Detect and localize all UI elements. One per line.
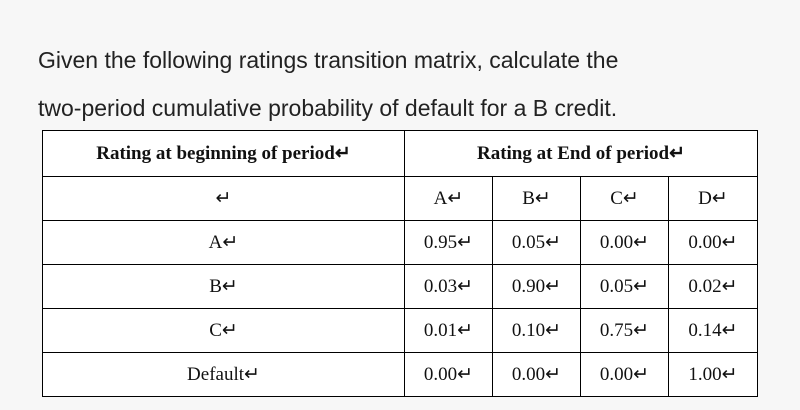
probability-cell: 0.05↵: [580, 264, 669, 309]
probability-cell: 0.00↵: [492, 352, 581, 397]
probability-cell: 0.00↵: [580, 352, 669, 397]
row-label: Default↵: [42, 352, 405, 397]
question: Given the following ratings transition m…: [38, 36, 618, 132]
probability-cell: 0.01↵: [404, 308, 493, 353]
probability-cell: 0.02↵: [668, 264, 758, 309]
column-header: D↵: [668, 176, 758, 221]
column-header: ↵: [42, 176, 405, 221]
table-row: C↵ 0.01↵ 0.10↵ 0.75↵ 0.14↵: [42, 308, 758, 353]
row-label: B↵: [42, 264, 405, 309]
table-row: Default↵ 0.00↵ 0.00↵ 0.00↵ 1.00↵: [42, 352, 758, 397]
probability-cell: 0.00↵: [404, 352, 493, 397]
row-label: C↵: [42, 308, 405, 353]
probability-cell: 1.00↵: [668, 352, 758, 397]
question-line: two-period cumulative probability of def…: [38, 95, 618, 121]
probability-cell: 0.03↵: [404, 264, 493, 309]
column-header: A↵: [404, 176, 493, 221]
table-row: ↵ A↵ B↵ C↵ D↵: [42, 176, 758, 221]
question-line: Given the following ratings transition m…: [38, 47, 619, 73]
column-header: C↵: [580, 176, 669, 221]
probability-cell: 0.75↵: [580, 308, 669, 353]
probability-cell: 0.00↵: [580, 220, 669, 265]
probability-cell: 0.00↵: [668, 220, 758, 265]
table-row: B↵ 0.03↵ 0.90↵ 0.05↵ 0.02↵: [42, 264, 758, 309]
probability-cell: 0.14↵: [668, 308, 758, 353]
transition-table: Rating at beginning of period↵ Rating at…: [42, 130, 758, 397]
probability-cell: 0.05↵: [492, 220, 581, 265]
row-header: Rating at beginning of period↵: [42, 130, 405, 177]
probability-cell: 0.95↵: [404, 220, 493, 265]
row-label: A↵: [42, 220, 405, 265]
column-header: B↵: [492, 176, 581, 221]
column-group-header: Rating at End of period↵: [404, 130, 758, 177]
probability-cell: 0.10↵: [492, 308, 581, 353]
probability-cell: 0.90↵: [492, 264, 581, 309]
table-row: A↵ 0.95↵ 0.05↵ 0.00↵ 0.00↵: [42, 220, 758, 265]
